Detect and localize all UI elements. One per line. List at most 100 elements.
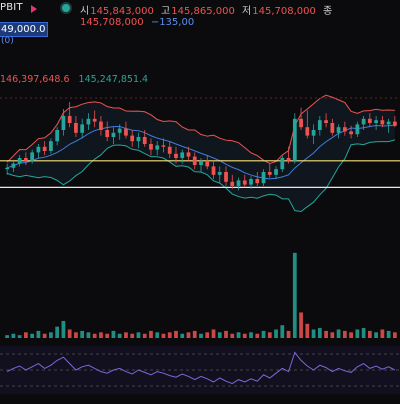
candle [386,118,391,133]
candle-body [342,127,347,132]
candle-body [55,130,60,142]
bollinger-values: 146,397,648.6 145,247,851.4 [0,74,148,85]
rsi-line [6,351,396,385]
candle-body [86,118,91,125]
candle [142,130,147,147]
rsi-pane [0,346,400,394]
candle-body [242,180,247,185]
candle-body [155,145,160,150]
candle-body [211,166,216,175]
volume-series [5,252,397,338]
candle [5,163,10,175]
candle [274,166,278,179]
volume-bar [317,328,322,338]
candle [111,127,116,144]
candle [92,110,97,128]
candle-body [311,130,316,136]
candle [267,163,272,178]
candle [136,132,141,149]
candle-body [30,152,35,161]
volume-bar [261,330,266,338]
candle-body [217,172,222,175]
candle-body [286,158,291,161]
volume-bar [349,332,353,338]
candle [180,149,185,164]
candle-body [199,160,203,165]
candle-body [36,146,41,153]
candle [117,124,122,140]
candle-body [261,172,266,184]
close-value: 145,708,000 [80,17,144,28]
candle [61,109,66,136]
candle-body [386,121,391,125]
candle [130,130,135,147]
volume-bar [142,333,147,338]
volume-bar [211,329,216,338]
volume-bar [355,329,360,338]
candle-body [149,144,153,150]
low-value: 145,708,000 [252,6,316,17]
candle [242,174,247,188]
candle-body [142,137,147,144]
ohlc-legend: 시145,843,000 고145,865,000 저145,708,000 종… [80,2,400,28]
candle-body [367,118,372,123]
volume-bar [242,333,247,338]
candle-body [61,116,66,130]
candle [330,118,335,136]
candle-body [299,118,303,128]
volume-bar [67,329,72,338]
candle-body [230,181,235,186]
volume-bar [86,332,91,338]
volume-bar [292,252,297,338]
volume-bar [92,333,97,338]
candle [311,124,316,144]
candle [261,169,266,186]
price-input-box[interactable]: 49,000.0 [0,22,48,37]
volume-bar [80,330,85,338]
change-value: −135,00 [150,17,195,28]
candle-body [49,141,53,151]
candlestick-series [5,102,397,191]
candle [11,160,16,172]
volume-bar [274,329,278,338]
volume-bar [161,333,166,338]
flag-icon [31,5,37,13]
candle [149,138,153,156]
candle-body [374,120,378,123]
candle-body [174,153,178,158]
volume-bar [99,332,103,338]
candle [167,141,172,158]
candle-body [167,146,172,154]
candle [161,138,166,153]
volume-bar [392,332,397,338]
volume-bar [367,330,372,338]
bb-upper-line [6,94,395,164]
bb-basis-line [6,124,395,180]
candle-body [317,120,322,130]
volume-bar [111,330,116,338]
candle [349,125,353,139]
candle [305,110,310,139]
candle-body [105,130,110,137]
candle-body [180,152,185,158]
candle [155,141,160,156]
volume-bar [5,335,10,338]
volume-bar [336,329,341,338]
exchange-label[interactable]: PBIT [0,2,23,13]
volume-bar [255,333,260,338]
candle-body [42,146,47,151]
candle [342,121,347,136]
volume-bar [117,333,122,338]
candle [324,113,328,128]
candle-body [11,163,16,168]
volume-bar [49,332,53,338]
candle-body [392,121,397,126]
candle-body [186,152,191,157]
volume-bar [199,333,203,338]
sub-label: (0) [1,36,14,46]
candle [255,172,260,186]
candle [17,155,22,167]
volume-bar [380,329,385,338]
